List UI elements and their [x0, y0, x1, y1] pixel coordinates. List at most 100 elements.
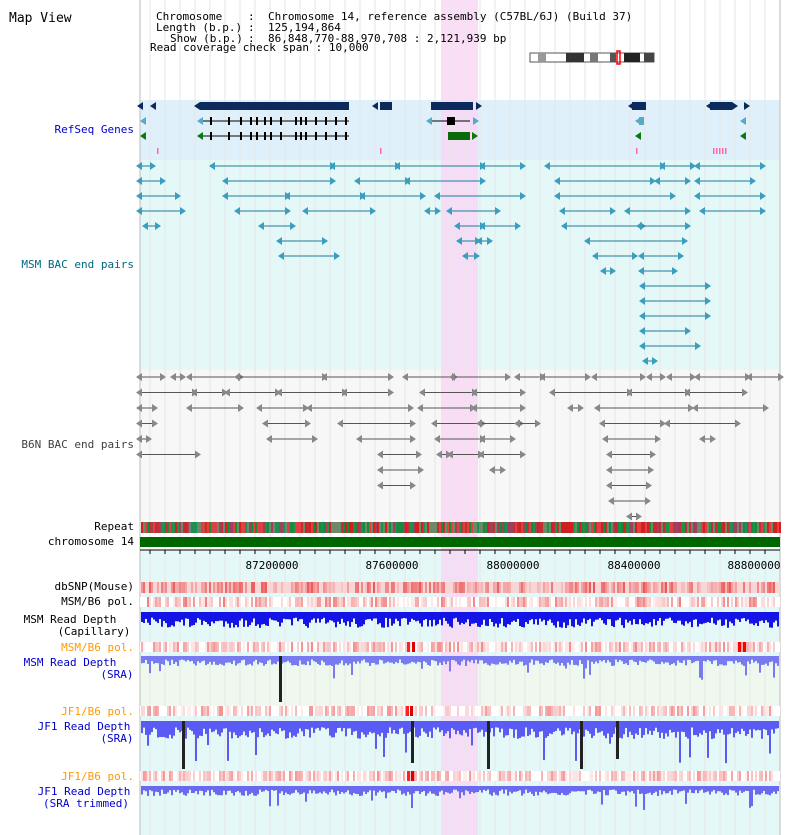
label-msm-bac[interactable]: MSM BAC end pairs [21, 258, 134, 271]
depth-bar [737, 612, 739, 620]
bac-end [170, 373, 176, 381]
density-cell [589, 771, 591, 781]
depth-bar [375, 721, 377, 749]
repeat-element [549, 522, 551, 533]
depth-bar [329, 656, 331, 665]
label-jf1-b6-pol[interactable]: JF1/B6 pol. [61, 705, 134, 718]
depth-bar [581, 612, 583, 623]
depth-bar [405, 721, 407, 753]
density-cell [239, 771, 241, 781]
density-cell [591, 771, 593, 781]
label-b6n-bac[interactable]: B6N BAC end pairs [21, 438, 134, 451]
density-cell [649, 582, 651, 593]
label-repeat[interactable]: Repeat [94, 520, 134, 533]
repeat-element [317, 522, 319, 533]
depth-bar [749, 786, 751, 808]
dbsnp-track[interactable] [140, 582, 780, 593]
depth-bar [271, 656, 273, 665]
depth-bar [175, 612, 177, 622]
label-msm-b6-pol-2[interactable]: MSM/B6 pol. [61, 641, 134, 654]
refseq-genes-track[interactable] [137, 102, 750, 154]
density-cell [695, 597, 697, 607]
depth-bar [673, 656, 675, 664]
density-cell [413, 706, 415, 716]
label-jf1-depth-sra-1[interactable]: JF1 Read Depth [37, 720, 131, 733]
label-msm-depth-sra-1[interactable]: MSM Read Depth [23, 656, 117, 669]
depth-bar [281, 612, 283, 623]
density-cell [425, 771, 427, 781]
depth-bar [513, 612, 515, 621]
depth-bar [169, 721, 171, 735]
msm-b6-pol-track-2[interactable] [140, 642, 780, 652]
density-cell [197, 642, 199, 652]
depth-bar [329, 786, 331, 793]
label-refseq-genes[interactable]: RefSeq Genes [54, 123, 134, 136]
repeat-element [691, 522, 693, 533]
depth-bar [545, 612, 547, 626]
depth-bar [765, 612, 767, 621]
bac-end [549, 388, 555, 397]
density-cell [149, 706, 151, 716]
label-jf1-depth-trim-1[interactable]: JF1 Read Depth [37, 785, 131, 798]
density-cell [227, 582, 229, 593]
density-cell [401, 642, 403, 652]
density-cell [747, 706, 749, 716]
density-cell [315, 706, 317, 716]
depth-bar [765, 721, 767, 730]
msm-b6-pol-track[interactable] [140, 597, 780, 607]
repeat-element [213, 522, 215, 533]
msm-depth-sra-track[interactable] [141, 656, 779, 702]
depth-bar [527, 786, 529, 793]
depth-bar [463, 721, 465, 731]
repeat-element [651, 522, 653, 533]
depth-bar [447, 721, 449, 732]
gene-exon [264, 117, 266, 125]
jf1-b6-pol-track[interactable] [140, 706, 780, 716]
density-cell [633, 582, 635, 593]
gene-exon [228, 117, 230, 125]
depth-bar [567, 721, 569, 731]
depth-bar [189, 612, 191, 627]
depth-bar [713, 721, 715, 739]
repeat-track[interactable] [141, 522, 781, 533]
b6n-bac-end-pairs-track[interactable] [136, 373, 784, 521]
chromosome-bar[interactable] [140, 537, 780, 547]
repeat-element [295, 522, 297, 533]
density-cell [701, 771, 703, 781]
depth-bar [635, 786, 637, 807]
depth-bar [285, 612, 287, 620]
density-cell [477, 642, 479, 652]
bac-end [454, 222, 460, 230]
density-cell [147, 706, 149, 716]
depth-bar [507, 656, 509, 665]
depth-bar [145, 721, 147, 735]
density-cell [501, 642, 503, 652]
density-cell [237, 582, 239, 593]
bac-end [650, 177, 656, 185]
density-cell [453, 582, 455, 593]
jf1-b6-pol-track-2[interactable] [140, 771, 780, 781]
repeat-element [643, 522, 645, 533]
msm-depth-capillary-track[interactable] [141, 612, 779, 628]
jf1-depth-sra-track[interactable] [141, 721, 779, 769]
depth-bar [725, 786, 727, 794]
density-cell [269, 771, 271, 781]
density-cell [529, 582, 531, 593]
density-cell [599, 706, 601, 716]
msm-bac-end-pairs-track[interactable] [136, 162, 766, 365]
depth-bar [141, 612, 143, 622]
depth-bar [159, 786, 161, 796]
label-msm-depth-cap-1[interactable]: MSM Read Depth [23, 613, 117, 626]
density-cell [655, 597, 657, 607]
label-dbsnp[interactable]: dbSNP(Mouse) [54, 580, 134, 593]
depth-bar [219, 656, 221, 664]
chromosome-ideogram[interactable] [529, 50, 655, 65]
depth-bar [563, 656, 565, 666]
depth-bar [517, 721, 519, 739]
depth-bar [229, 721, 231, 732]
jf1-depth-trim-track[interactable] [141, 786, 779, 810]
label-jf1-b6-pol-2[interactable]: JF1/B6 pol. [61, 770, 134, 783]
label-msm-b6-pol[interactable]: MSM/B6 pol. [61, 595, 134, 608]
repeat-element [677, 522, 679, 533]
